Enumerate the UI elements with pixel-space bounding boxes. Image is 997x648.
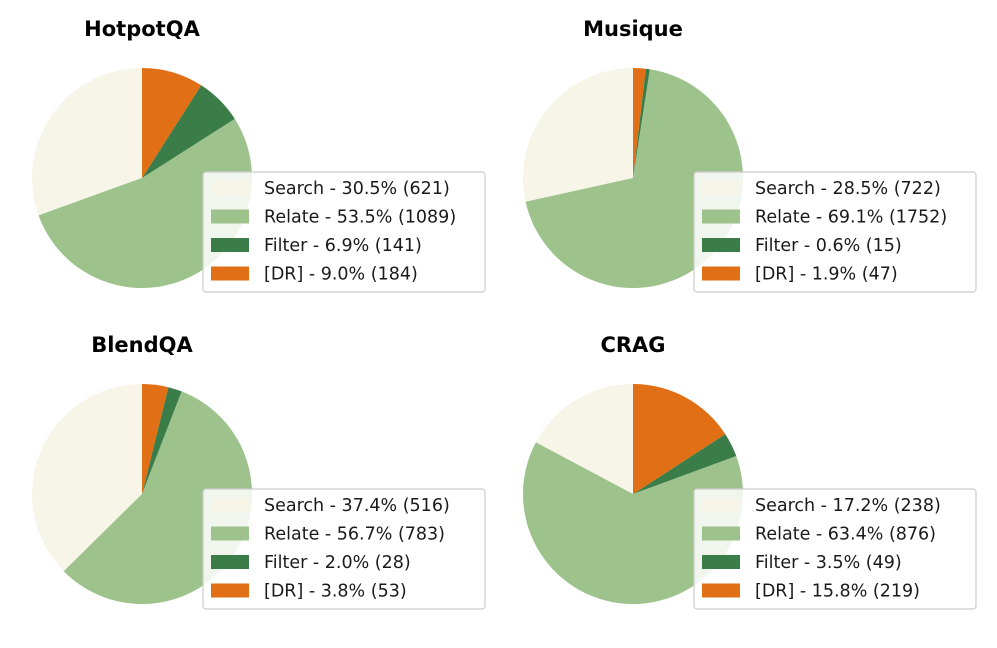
- pie-slice-search: [522, 68, 633, 202]
- legend-label-relate: Relate - 63.4% (876): [755, 525, 936, 545]
- pie-slice-dr: [142, 68, 202, 178]
- legend-swatch-dr: [702, 266, 740, 281]
- legend: Search - 37.4% (516) Relate - 56.7% (783)…: [202, 488, 486, 610]
- legend-label-dr: [DR] - 15.8% (219): [755, 582, 920, 602]
- legend-frame: [202, 171, 486, 293]
- pie-slice-dr: [633, 67, 646, 178]
- panel-title: BlendQA: [91, 333, 193, 357]
- panel-title: Musique: [583, 17, 683, 41]
- legend-swatch-relate: [702, 209, 740, 224]
- legend-swatch-relate: [702, 526, 740, 541]
- legend-frame: [693, 171, 977, 293]
- panel-title: HotpotQA: [84, 17, 200, 41]
- legend-swatch-dr: [211, 583, 249, 598]
- legend-swatch-search: [211, 498, 249, 512]
- pie-slice-dr: [142, 384, 169, 494]
- legend-swatch-search: [702, 498, 740, 512]
- pie-slice-filter: [142, 387, 182, 494]
- legend-label-search: Search - 28.5% (722): [755, 179, 941, 199]
- pie-slice-filter: [142, 85, 235, 178]
- legend-label-search: Search - 30.5% (621): [264, 179, 450, 199]
- legend-swatch-relate: [211, 209, 249, 224]
- legend-label-search: Search - 37.4% (516): [264, 496, 450, 516]
- pie-slice-relate: [525, 69, 743, 289]
- legend: Search - 28.5% (722) Relate - 69.1% (1752…: [693, 171, 977, 293]
- legend-label-filter: Filter - 3.5% (49): [755, 553, 902, 573]
- legend-swatch-filter: [211, 555, 249, 569]
- legend-label-dr: [DR] - 3.8% (53): [264, 582, 407, 602]
- pie-slice-filter: [633, 434, 737, 494]
- pie-panel-crag: CRAG Search - 17.2% (238) Relate - 63.4% (…: [522, 333, 977, 610]
- legend-label-filter: Filter - 6.9% (141): [264, 236, 422, 256]
- legend-label-search: Search - 17.2% (238): [755, 496, 941, 516]
- legend-label-relate: Relate - 69.1% (1752): [755, 208, 947, 228]
- panel-title: CRAG: [600, 333, 665, 357]
- pie-slice-relate: [38, 118, 252, 288]
- pie-panel-musique: Musique Search - 28.5% (722) Relate - 69.1…: [522, 17, 977, 293]
- legend-label-relate: Relate - 53.5% (1089): [264, 208, 456, 228]
- pie-slice-relate: [522, 442, 743, 605]
- legend-label-dr: [DR] - 1.9% (47): [755, 265, 898, 285]
- legend-swatch-dr: [702, 583, 740, 598]
- legend-swatch-relate: [211, 526, 249, 541]
- legend: Search - 17.2% (238) Relate - 63.4% (876)…: [693, 488, 977, 610]
- legend-swatch-filter: [702, 238, 740, 252]
- pie-panel-blendqa: BlendQA Search - 37.4% (516) Relate - 56.7…: [31, 333, 486, 610]
- pie-slice-search: [31, 383, 142, 572]
- legend-label-relate: Relate - 56.7% (783): [264, 525, 445, 545]
- legend-swatch-dr: [211, 266, 249, 281]
- pie-slice-search: [31, 68, 142, 216]
- legend: Search - 30.5% (621) Relate - 53.5% (1089…: [202, 171, 486, 293]
- legend-swatch-search: [211, 181, 249, 195]
- legend-swatch-search: [702, 181, 740, 195]
- legend-label-filter: Filter - 2.0% (28): [264, 553, 411, 573]
- legend-label-dr: [DR] - 9.0% (184): [264, 265, 418, 285]
- legend-label-filter: Filter - 0.6% (15): [755, 236, 902, 256]
- pie-slice-dr: [633, 384, 726, 494]
- legend-swatch-filter: [211, 238, 249, 252]
- legend-frame: [693, 488, 977, 610]
- legend-swatch-filter: [702, 555, 740, 569]
- pie-slice-filter: [633, 68, 650, 178]
- legend-frame: [202, 488, 486, 610]
- pie-panel-hotpotqa: HotpotQA Search - 30.5% (621) Relate - 53.…: [31, 17, 486, 293]
- pie-slice-search: [535, 383, 633, 494]
